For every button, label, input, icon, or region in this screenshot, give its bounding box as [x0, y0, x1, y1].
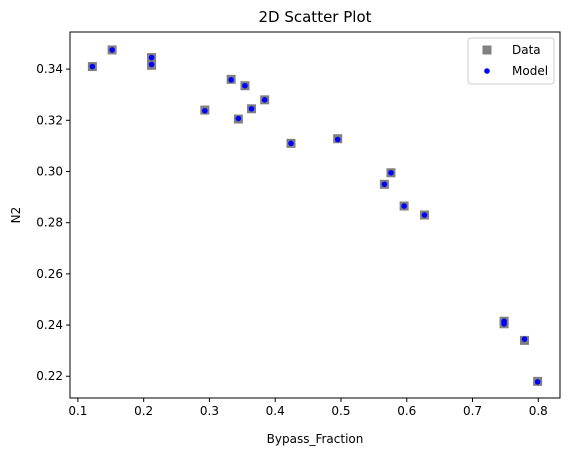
- x-axis-label: Bypass_Fraction: [267, 432, 364, 446]
- model-point: [388, 169, 394, 176]
- model-point: [521, 336, 528, 342]
- series-model: [89, 47, 541, 385]
- series-data: [87, 45, 543, 386]
- legend-label: Model: [512, 64, 548, 78]
- x-tick-label: 0.6: [397, 404, 416, 418]
- x-tick-label: 0.3: [200, 404, 219, 418]
- legend: Data Model: [467, 37, 555, 85]
- model-point: [381, 181, 388, 188]
- legend-label: Data: [512, 43, 541, 57]
- model-point: [202, 108, 208, 114]
- model-point: [401, 203, 407, 209]
- model-point: [248, 105, 255, 112]
- y-tick-label: 0.30: [36, 164, 63, 178]
- axes-frame: [69, 31, 561, 399]
- y-tick-label: 0.24: [36, 318, 63, 332]
- y-tick-label: 0.26: [36, 267, 63, 281]
- y-axis-label: N2: [9, 207, 23, 224]
- x-tick-label: 0.8: [529, 404, 548, 418]
- legend-marker-model: [484, 68, 490, 74]
- model-point: [242, 82, 248, 89]
- x-tick-label: 0.5: [331, 404, 350, 418]
- y-tick-label: 0.22: [36, 369, 63, 383]
- chart-title: 2D Scatter Plot: [258, 8, 371, 26]
- x-tick-label: 0.1: [68, 404, 87, 418]
- model-point: [228, 77, 234, 83]
- x-axis: 0.1 0.2 0.3 0.4 0.5 0.6 0.7 0.8: [68, 398, 548, 418]
- x-tick-label: 0.2: [134, 404, 153, 418]
- plot-area: [87, 45, 543, 386]
- model-point: [334, 136, 341, 143]
- model-point: [148, 54, 155, 61]
- model-point: [261, 97, 268, 103]
- model-point: [421, 212, 428, 218]
- legend-marker-data: [482, 45, 492, 55]
- model-point: [534, 379, 541, 385]
- model-point: [235, 115, 242, 122]
- model-point: [288, 140, 294, 147]
- y-tick-label: 0.32: [36, 113, 63, 127]
- model-point: [148, 61, 155, 68]
- model-point: [501, 320, 507, 327]
- x-tick-label: 0.4: [266, 404, 285, 418]
- y-tick-label: 0.34: [36, 62, 63, 76]
- model-point: [89, 63, 96, 70]
- x-tick-label: 0.7: [463, 404, 482, 418]
- y-axis: 0.22 0.24 0.26 0.28 0.30 0.32 0.34: [36, 62, 70, 383]
- y-tick-label: 0.28: [36, 216, 63, 230]
- model-point: [109, 47, 115, 53]
